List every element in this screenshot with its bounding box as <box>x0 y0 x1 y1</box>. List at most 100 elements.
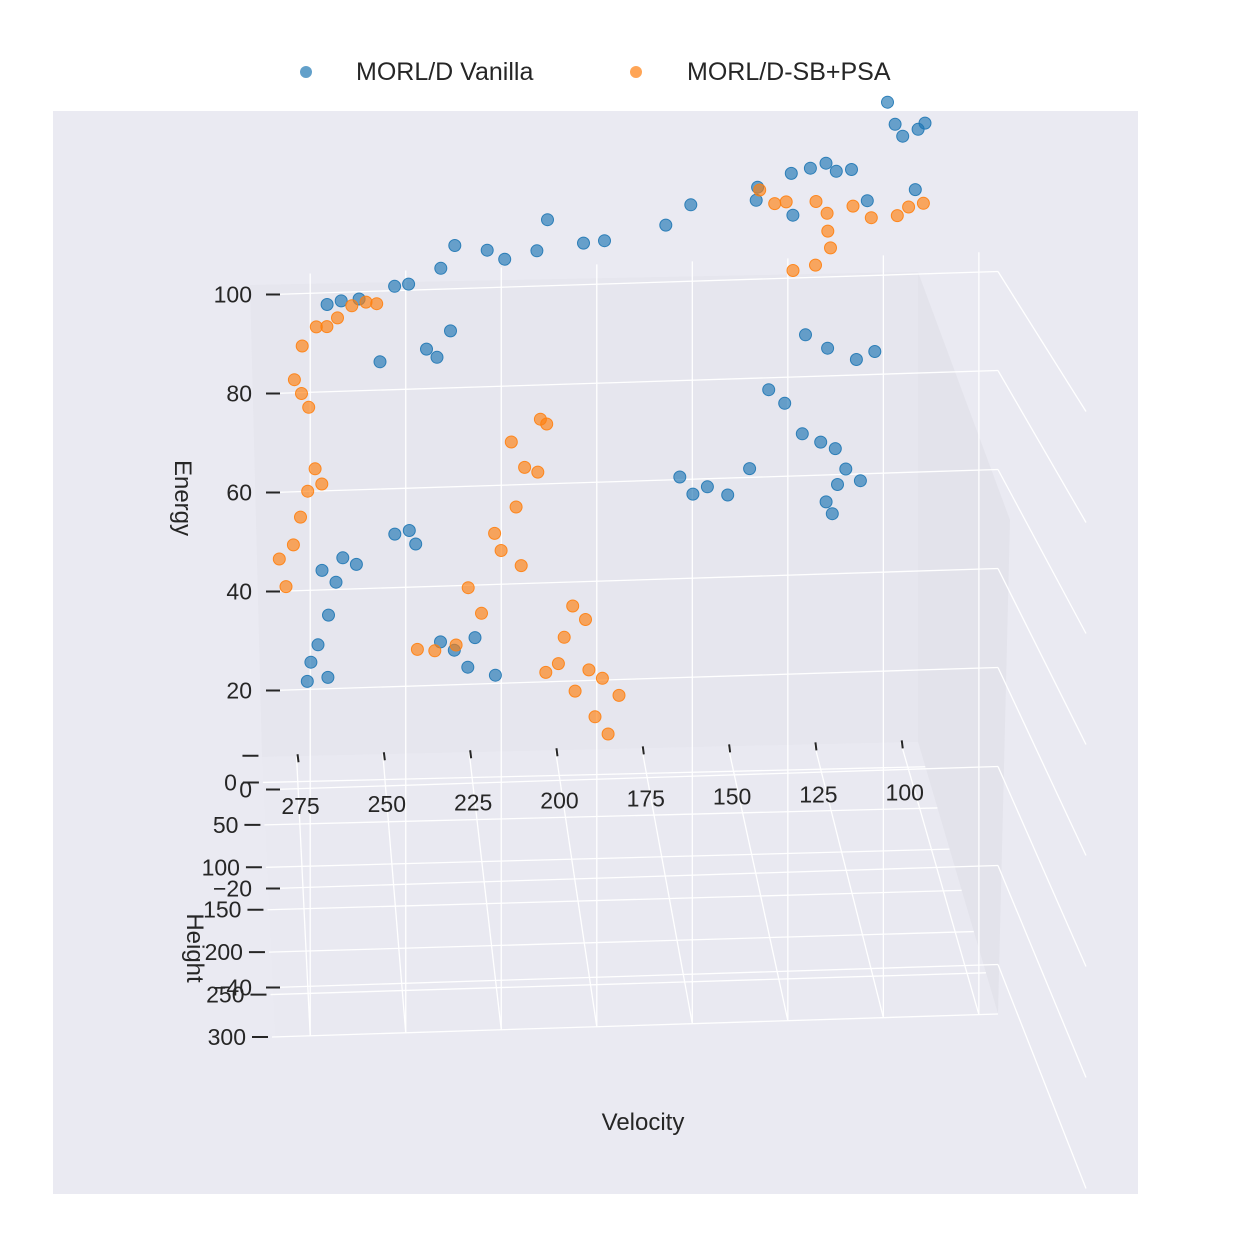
tick-label-energy-40: 40 <box>226 579 252 605</box>
point-vanilla-6 <box>803 161 817 175</box>
point-vanilla-64 <box>488 668 502 682</box>
point-sbpsa-30 <box>279 580 293 594</box>
tick-label-velocity-100: 100 <box>886 779 924 805</box>
point-vanilla-17 <box>598 234 611 248</box>
tick-mark-velocity-225 <box>469 750 473 759</box>
tick-label-velocity-225: 225 <box>454 789 492 815</box>
tick-marks <box>242 293 904 1038</box>
point-vanilla-55 <box>322 608 335 622</box>
point-vanilla-42 <box>819 495 833 509</box>
tick-mark-velocity-175 <box>641 746 645 755</box>
point-sbpsa-42 <box>566 599 580 613</box>
point-sbpsa-45 <box>449 638 463 652</box>
axes-panes <box>250 272 1010 1037</box>
legend-marker-sbpsa <box>630 66 642 78</box>
floor-grid-velocity-125 <box>813 744 884 1018</box>
point-vanilla-1 <box>888 117 902 131</box>
grid-line-energy-20 <box>271 666 999 692</box>
point-vanilla-52 <box>315 563 329 577</box>
point-vanilla-44 <box>799 328 812 342</box>
point-vanilla-57 <box>304 655 318 669</box>
point-sbpsa-47 <box>410 642 424 656</box>
grid-line-energy-−20 <box>271 864 999 890</box>
point-vanilla-65 <box>686 487 700 501</box>
point-vanilla-69 <box>743 462 757 476</box>
tick-label-energy-0: 0 <box>239 777 252 803</box>
tick-label-velocity-200: 200 <box>540 787 578 813</box>
point-vanilla-19 <box>541 213 554 227</box>
point-vanilla-30 <box>373 355 387 369</box>
legend-label-sbpsa: MORL/D-SB+PSA <box>687 58 891 86</box>
point-vanilla-39 <box>839 462 853 476</box>
grid-line-energy-−40 <box>271 963 999 989</box>
point-vanilla-63 <box>461 660 475 674</box>
point-vanilla-45 <box>821 341 835 355</box>
tick-mark-velocity-275 <box>296 754 300 763</box>
point-sbpsa-12 <box>809 258 822 272</box>
tick-label-velocity-150: 150 <box>713 783 751 809</box>
point-sbpsa-15 <box>359 295 373 309</box>
legend-label-vanilla: MORL/D Vanilla <box>356 58 533 86</box>
point-vanilla-68 <box>721 488 735 502</box>
point-vanilla-50 <box>402 524 416 537</box>
point-sbpsa-41 <box>475 606 488 620</box>
point-vanilla-47 <box>868 345 882 358</box>
point-sbpsa-14 <box>370 297 384 311</box>
point-vanilla-23 <box>448 239 462 252</box>
point-sbpsa-35 <box>531 465 545 479</box>
point-sbpsa-55 <box>612 688 626 702</box>
point-sbpsa-54 <box>595 671 609 685</box>
point-sbpsa-4 <box>820 206 834 220</box>
point-vanilla-56 <box>311 638 325 652</box>
point-vanilla-46 <box>849 353 863 366</box>
point-vanilla-15 <box>684 198 698 212</box>
point-sbpsa-43 <box>579 613 592 626</box>
point-vanilla-37 <box>814 435 828 449</box>
grid-line-energy-40 <box>271 567 999 593</box>
floor-grid-velocity-275 <box>295 756 311 1036</box>
point-sbpsa-10 <box>821 224 835 238</box>
point-sbpsa-52 <box>601 727 615 741</box>
back-pane <box>250 272 918 757</box>
side-grid-energy-100 <box>997 271 1087 412</box>
tick-mark-velocity-150 <box>728 744 732 753</box>
tick-mark-velocity-125 <box>814 742 818 751</box>
point-vanilla-4 <box>918 116 932 130</box>
point-sbpsa-5 <box>846 199 860 213</box>
point-vanilla-41 <box>831 478 844 491</box>
tick-label-height-50: 50 <box>213 812 239 838</box>
point-sbpsa-22 <box>295 387 308 400</box>
point-vanilla-31 <box>430 350 444 364</box>
point-vanilla-32 <box>444 324 457 338</box>
point-vanilla-43 <box>825 507 839 521</box>
tick-label-height-0: 0 <box>224 769 237 795</box>
point-sbpsa-20 <box>295 339 309 353</box>
point-sbpsa-11 <box>824 241 837 255</box>
tick-label-height-150: 150 <box>203 897 241 923</box>
point-vanilla-28 <box>334 294 348 308</box>
point-vanilla-48 <box>409 537 423 551</box>
point-vanilla-24 <box>434 261 448 275</box>
tick-label-energy-80: 80 <box>226 381 252 407</box>
floor-grid-velocity-200 <box>554 750 598 1027</box>
point-sbpsa-46 <box>428 644 442 658</box>
tick-label-energy-100: 100 <box>214 282 252 308</box>
point-vanilla-2 <box>896 129 910 143</box>
tick-label-velocity-275: 275 <box>281 793 319 819</box>
point-vanilla-40 <box>853 474 867 488</box>
floor-grid-velocity-250 <box>382 754 407 1033</box>
point-sbpsa-1 <box>753 183 767 197</box>
point-sbpsa-34 <box>518 460 532 474</box>
point-sbpsa-9 <box>916 196 930 210</box>
point-vanilla-9 <box>845 163 858 176</box>
legend-marker-vanilla <box>300 66 312 78</box>
floor-grid-height-300 <box>271 1013 999 1038</box>
right-pane <box>918 272 1010 1014</box>
point-sbpsa-2 <box>779 195 793 209</box>
point-sbpsa-37 <box>488 526 502 540</box>
floor-grid-velocity-225 <box>468 752 502 1030</box>
side-grid-energy-0 <box>997 766 1087 967</box>
point-vanilla-66 <box>673 470 687 484</box>
floor-grid-velocity-150 <box>727 746 789 1021</box>
point-sbpsa-27 <box>294 510 307 524</box>
